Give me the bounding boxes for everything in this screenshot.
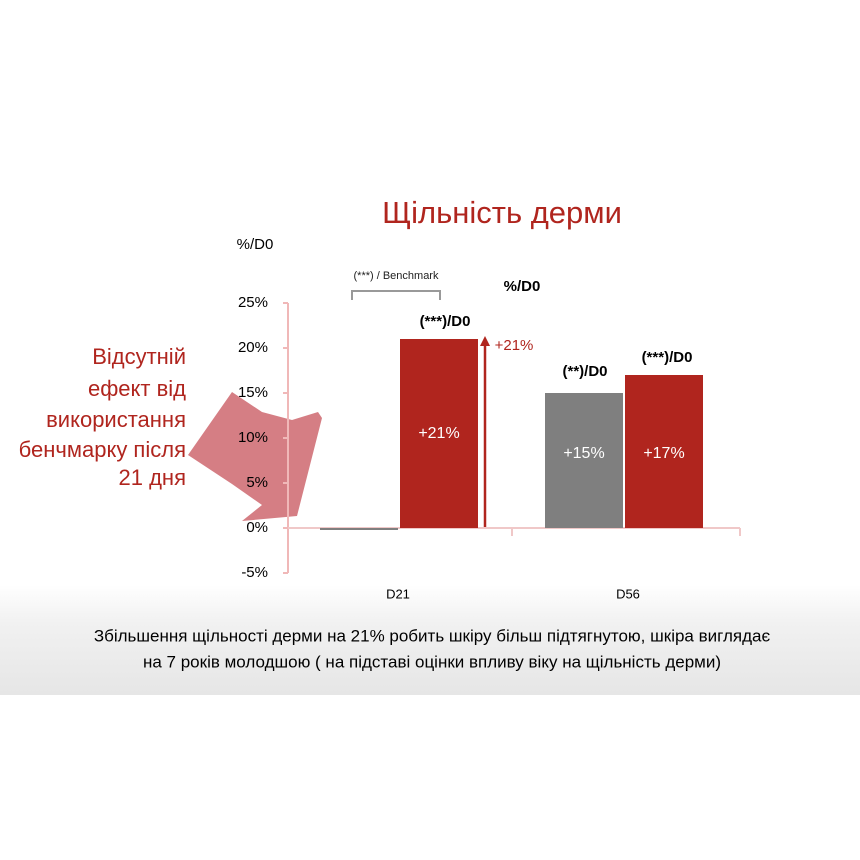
- y-tick-label: 0%: [246, 519, 268, 536]
- side-note: ефект від: [88, 376, 186, 401]
- annotation: %/D0: [504, 278, 541, 295]
- value-label: +15%: [563, 445, 604, 462]
- chart-title: Щільність дерми: [382, 195, 622, 230]
- annotation: +21%: [495, 337, 534, 354]
- annotation: (***)/D0: [642, 349, 693, 366]
- value-label: +21%: [418, 425, 459, 442]
- x-tick-label: D21: [386, 586, 410, 601]
- y-tick-label: -5%: [241, 564, 268, 581]
- y-tick-label: 15%: [238, 384, 268, 401]
- side-note: 21 дня: [119, 465, 186, 490]
- annotation: (**)/D0: [562, 363, 607, 380]
- increase-arrow-head: [480, 336, 490, 346]
- y-axis-label: %/D0: [237, 236, 274, 253]
- y-tick-label: 25%: [238, 294, 268, 311]
- bracket: [351, 290, 441, 300]
- x-tick-label: D56: [616, 586, 640, 601]
- caption-band: [0, 585, 860, 695]
- bar: [400, 339, 478, 528]
- y-tick-label: 5%: [246, 474, 268, 491]
- caption: на 7 років молодшою ( на підставі оцінки…: [143, 652, 721, 671]
- side-note: бенчмарку після: [19, 437, 186, 462]
- side-note: Відсутній: [92, 344, 186, 369]
- y-tick-label: 10%: [238, 429, 268, 446]
- annotation: (***) / Benchmark: [354, 270, 439, 282]
- bar: [320, 528, 398, 530]
- side-note: використання: [46, 407, 186, 432]
- bar: [545, 393, 623, 528]
- value-label: +17%: [643, 445, 684, 462]
- caption: Збільшення щільності дерми на 21% робить…: [94, 626, 771, 645]
- annotation: (***)/D0: [420, 313, 471, 330]
- bar: [625, 375, 703, 528]
- y-tick-label: 20%: [238, 339, 268, 356]
- pointer-arrow: [188, 392, 322, 521]
